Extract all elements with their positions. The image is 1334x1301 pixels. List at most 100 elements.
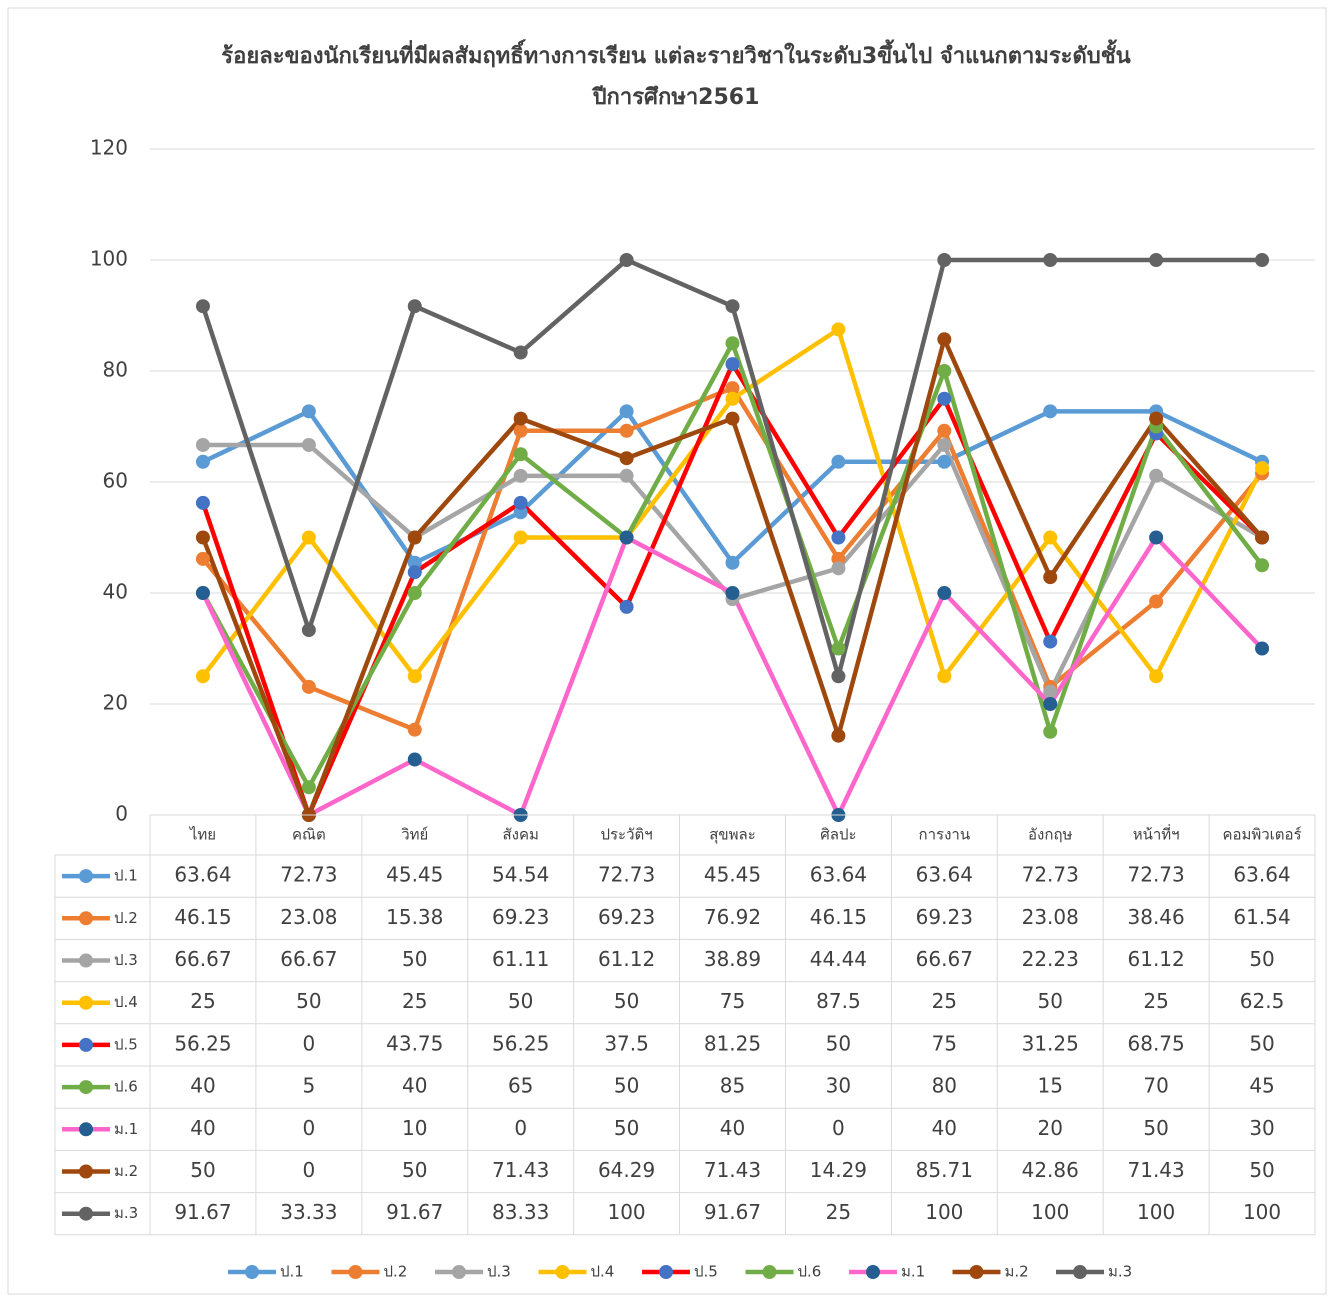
y-tick-label: 0 [115,802,128,826]
table-value: 100 [1137,1200,1175,1224]
legend-marker [452,1265,466,1279]
y-tick-label: 20 [103,691,128,715]
marker [1043,697,1058,711]
table-value: 71.43 [492,1158,549,1182]
marker [195,299,210,314]
x-tick-label: การงาน [919,826,971,844]
x-tick-label: วิทย์ [401,826,429,844]
marker [725,336,740,351]
series-name: ป.1 [114,867,138,885]
table-value: 61.12 [598,947,655,971]
table-value: 91.67 [704,1200,761,1224]
marker [831,728,846,743]
marker [831,530,846,545]
table-value: 0 [302,1116,315,1140]
marker [725,299,740,314]
table-value: 69.23 [916,905,973,929]
table-value: 72.73 [1128,863,1185,887]
marker [1043,570,1058,585]
table-value: 38.46 [1128,905,1185,929]
series-name: ม.1 [114,1120,138,1138]
table-value: 40 [402,1074,427,1098]
legend-label: ป.6 [798,1263,822,1281]
legend-marker [79,869,93,884]
table-value: 0 [832,1116,845,1140]
table-value: 44.44 [810,947,867,971]
table-value: 0 [302,1031,315,1055]
marker [1149,669,1164,684]
table-value: 54.54 [492,863,549,887]
table-value: 50 [508,989,533,1013]
legend-marker [659,1265,673,1279]
marker [1043,253,1058,267]
series-name: ม.2 [114,1162,138,1180]
marker [1043,724,1058,739]
table-value: 69.23 [492,905,549,929]
marker [831,641,846,656]
table-value: 38.89 [704,947,761,971]
table-value: 80 [932,1074,957,1098]
legend-marker [79,911,93,926]
marker [937,454,952,469]
y-tick-label: 80 [103,358,128,382]
table-value: 50 [826,1031,851,1055]
marker [407,530,422,545]
legend-marker [866,1265,880,1279]
x-tick-label: สังคม [502,826,538,844]
table-value: 72.73 [280,863,337,887]
marker [725,391,740,406]
marker [619,451,634,466]
marker [407,565,422,580]
marker [937,391,952,406]
marker [831,322,846,337]
table-value: 100 [1031,1200,1069,1224]
marker [301,623,316,638]
legend-label: ม.2 [1005,1263,1029,1281]
marker [301,437,316,452]
marker [619,468,634,483]
marker [1149,411,1164,426]
legend-label: ม.3 [1108,1263,1132,1281]
marker [937,669,952,684]
table-value: 63.64 [1233,863,1290,887]
marker [831,561,846,576]
marker [407,299,422,314]
marker [725,555,740,570]
table-value: 91.67 [174,1200,231,1224]
table-value: 70 [1143,1074,1168,1098]
marker [937,332,952,347]
table-value: 75 [932,1031,957,1055]
marker [1149,253,1164,267]
table-value: 45 [1249,1074,1274,1098]
series-name: ป.2 [114,909,138,927]
table-value: 91.67 [386,1200,443,1224]
table-value: 64.29 [598,1158,655,1182]
table-value: 30 [826,1074,851,1098]
table-value: 40 [932,1116,957,1140]
table-value: 22.23 [1022,947,1079,971]
legend-marker [555,1265,570,1279]
marker [301,780,316,795]
legend-marker [79,995,93,1010]
table-value: 25 [402,989,427,1013]
marker [195,437,210,452]
table-value: 63.64 [810,863,867,887]
table-value: 71.43 [704,1158,761,1182]
table-value: 43.75 [386,1031,443,1055]
series-name: ป.6 [114,1078,138,1096]
table-value: 72.73 [1022,863,1079,887]
table-value: 30 [1249,1116,1274,1140]
table-value: 50 [296,989,321,1013]
marker [301,404,316,419]
marker [513,411,528,426]
table-value: 23.08 [280,905,337,929]
table-value: 85 [720,1074,745,1098]
table-value: 100 [607,1200,645,1224]
marker [831,454,846,469]
table-value: 66.67 [174,947,231,971]
table-value: 81.25 [704,1031,761,1055]
table-value: 61.54 [1233,905,1290,929]
marker [1043,530,1058,545]
marker [831,669,846,684]
table-value: 45.45 [704,863,761,887]
